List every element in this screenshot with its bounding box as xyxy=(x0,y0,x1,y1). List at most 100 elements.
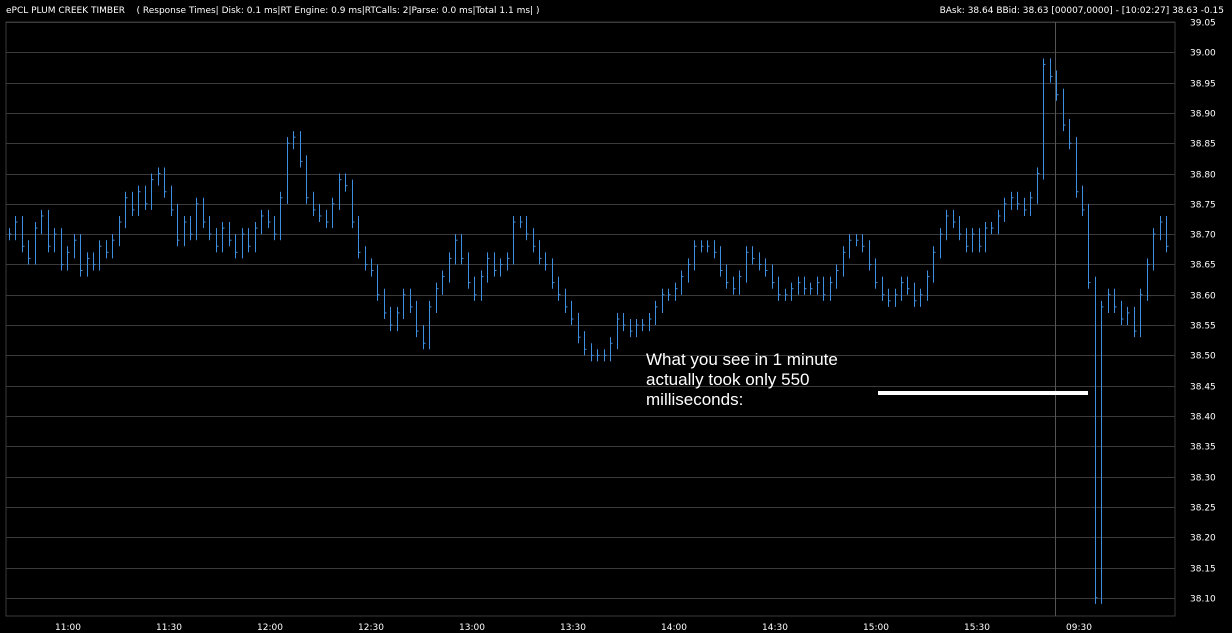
price-bar xyxy=(720,246,723,277)
price-bar xyxy=(617,312,620,350)
price-bar xyxy=(927,270,930,301)
price-bar xyxy=(145,185,148,210)
price-bar xyxy=(959,215,962,241)
price-bar xyxy=(694,240,697,271)
price-bar xyxy=(494,252,497,277)
price-bar xyxy=(229,222,232,247)
price-bar xyxy=(675,282,678,301)
price-bar xyxy=(1037,167,1040,204)
price-bar xyxy=(500,258,503,277)
price-bar xyxy=(681,270,684,295)
price-bar xyxy=(791,282,794,301)
price-bar xyxy=(817,276,820,295)
price-bar xyxy=(313,191,316,216)
price-bar xyxy=(184,215,187,247)
price-bar xyxy=(668,288,671,301)
price-bar xyxy=(604,349,607,362)
price-bar xyxy=(746,246,749,283)
price-bar xyxy=(1140,288,1143,338)
price-bar xyxy=(345,173,348,192)
y-tick-label: 38.90 xyxy=(1190,110,1216,120)
x-tick-label: 15:00 xyxy=(863,623,889,633)
price-bar xyxy=(410,288,413,313)
price-bar xyxy=(87,252,90,277)
price-bar xyxy=(1108,288,1111,313)
price-bar xyxy=(804,276,807,295)
price-bar xyxy=(1011,191,1014,210)
price-bar xyxy=(112,234,115,259)
price-bar xyxy=(726,264,729,289)
price-bar xyxy=(507,252,510,271)
annotation-text: What you see in 1 minute actually took o… xyxy=(646,350,838,409)
price-bar xyxy=(1050,58,1053,83)
price-bar xyxy=(261,209,264,235)
price-bar xyxy=(196,197,199,241)
price-bar xyxy=(326,209,329,229)
x-tick-label: 12:30 xyxy=(358,623,384,633)
price-bar xyxy=(901,276,904,301)
price-bar xyxy=(979,228,982,253)
price-bar xyxy=(352,179,355,229)
quote-readout: BAsk: 38.64 BBid: 38.63 [00007,0000] - [… xyxy=(939,6,1224,16)
price-bar xyxy=(856,234,859,247)
price-bar xyxy=(423,325,426,350)
price-bar xyxy=(688,258,691,283)
y-tick-label: 38.50 xyxy=(1190,352,1216,362)
price-bar xyxy=(158,167,161,186)
price-bar xyxy=(216,228,219,253)
price-bar xyxy=(636,319,639,338)
price-bar xyxy=(99,240,102,271)
price-bar xyxy=(649,312,652,332)
price-bar xyxy=(442,270,445,295)
price-bar xyxy=(558,276,561,301)
price-bar xyxy=(785,288,788,301)
price-bar xyxy=(339,173,342,210)
price-bar xyxy=(513,215,516,265)
price-bar xyxy=(416,300,419,338)
price-bar xyxy=(22,215,25,253)
price-bar xyxy=(1166,215,1169,253)
price-bar xyxy=(1076,137,1079,198)
price-bar xyxy=(403,288,406,319)
price-bar xyxy=(1101,300,1104,604)
price-bar xyxy=(920,288,923,307)
price-bar xyxy=(377,264,380,301)
price-bar xyxy=(358,215,361,259)
price-bar xyxy=(293,131,296,150)
price-bar xyxy=(662,288,665,313)
price-bar xyxy=(914,282,917,307)
price-bar xyxy=(545,252,548,271)
x-tick-label: 14:30 xyxy=(762,623,788,633)
y-tick-label: 38.70 xyxy=(1190,231,1216,241)
price-bar xyxy=(61,228,64,271)
price-bar xyxy=(701,240,704,253)
price-bar xyxy=(998,209,1001,235)
price-bar xyxy=(1153,228,1156,271)
price-bar xyxy=(455,234,458,265)
y-tick-label: 38.55 xyxy=(1190,322,1216,332)
price-bar xyxy=(397,306,400,332)
price-bar xyxy=(248,228,251,253)
price-bar xyxy=(972,228,975,253)
x-tick-label: 13:30 xyxy=(560,623,586,633)
price-bar xyxy=(869,240,872,271)
price-bar xyxy=(655,300,658,326)
y-tick-label: 38.15 xyxy=(1190,565,1216,575)
price-bar xyxy=(798,276,801,295)
price-bar xyxy=(371,258,374,277)
price-bar xyxy=(552,258,555,289)
price-bar xyxy=(67,246,70,271)
price-bar xyxy=(591,343,594,362)
price-bar xyxy=(940,228,943,259)
price-bar xyxy=(1024,197,1027,216)
y-tick-label: 38.45 xyxy=(1190,383,1216,393)
price-bar xyxy=(119,215,122,247)
price-bar xyxy=(733,276,736,295)
price-bar xyxy=(533,228,536,253)
price-bar xyxy=(125,191,128,229)
price-bar xyxy=(35,222,38,265)
price-bar xyxy=(836,264,839,289)
price-bar xyxy=(268,209,271,229)
price-bar xyxy=(429,300,432,350)
